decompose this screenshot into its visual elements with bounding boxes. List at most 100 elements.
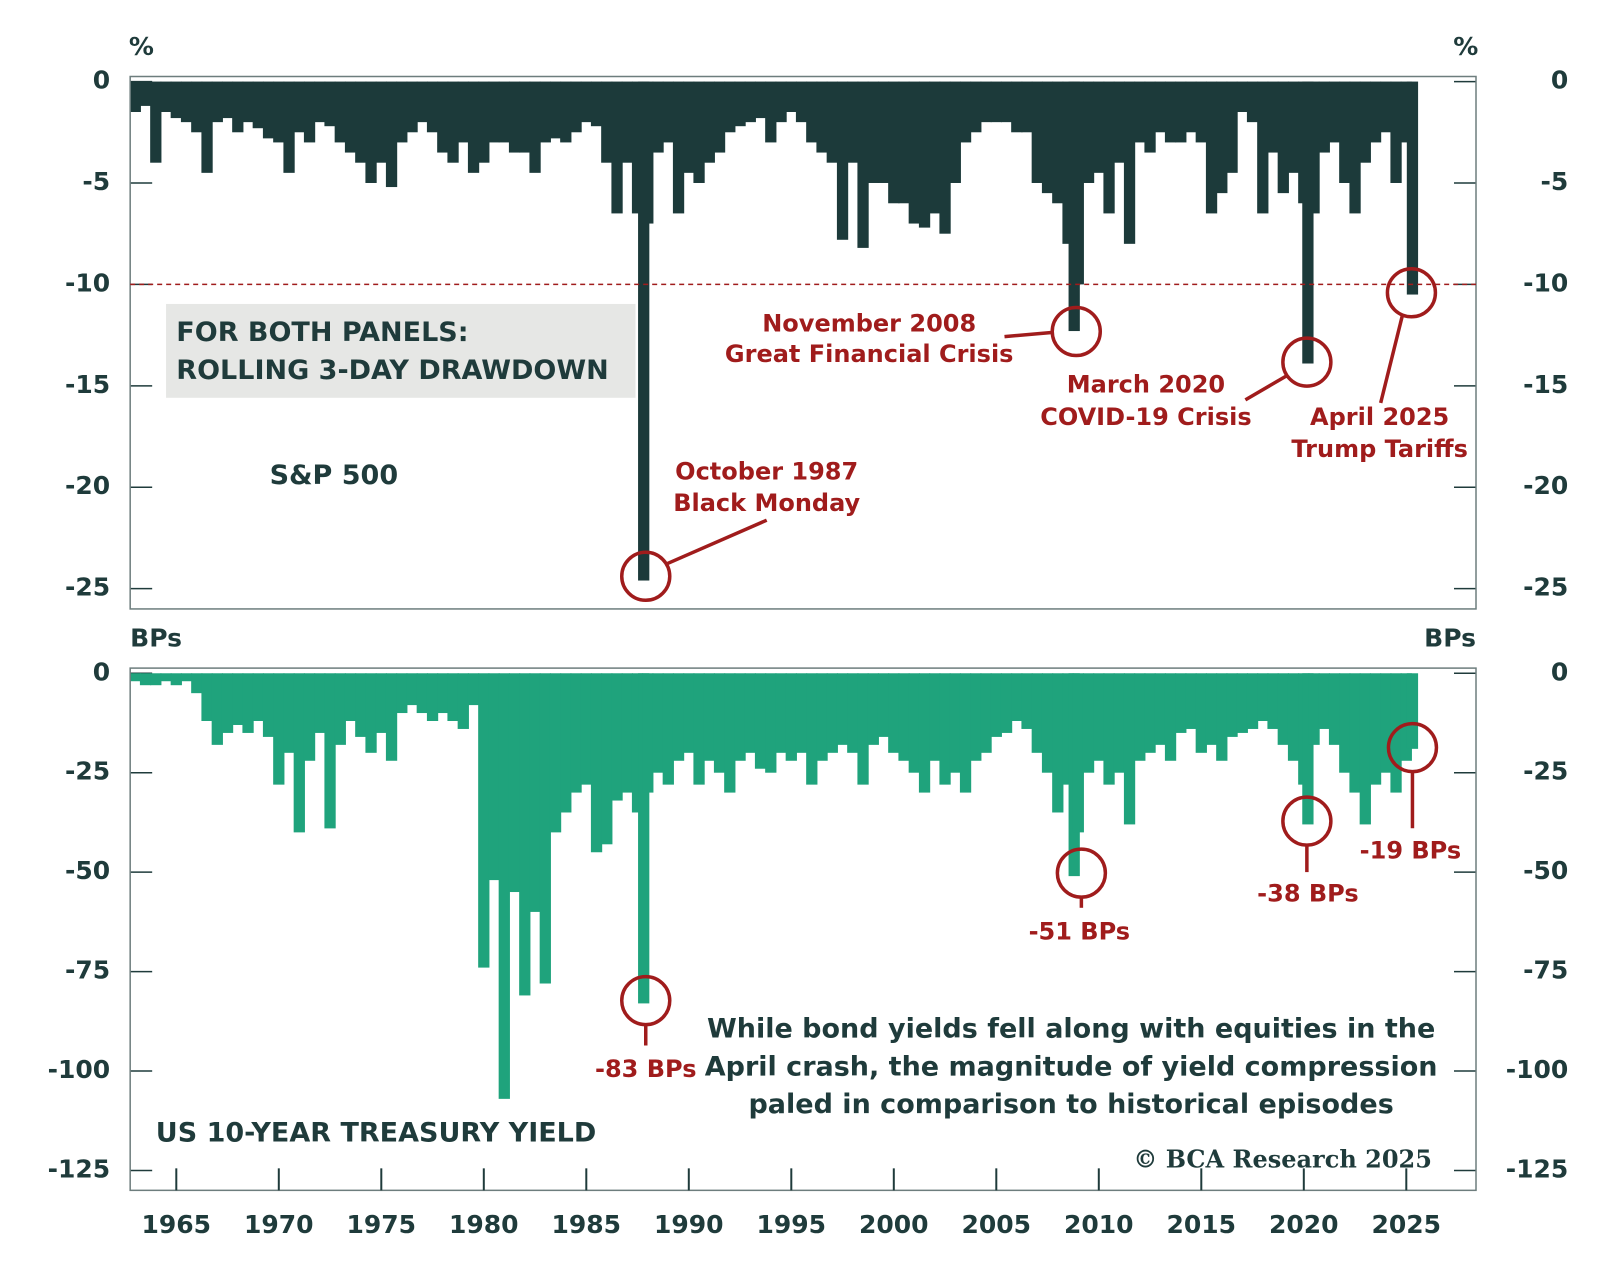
bar <box>795 81 808 123</box>
y2-tick-label: -10 <box>1523 268 1568 297</box>
bar <box>355 81 367 163</box>
bar <box>959 673 972 793</box>
bar <box>365 673 377 753</box>
bar <box>1302 81 1314 364</box>
bar <box>611 673 623 801</box>
bar <box>396 81 408 143</box>
bar <box>1277 673 1289 745</box>
bar <box>662 673 674 785</box>
bar <box>273 81 285 143</box>
annotation: March 2020 <box>1067 371 1225 399</box>
annotation: November 2008 <box>762 309 976 337</box>
x-tick-label: 2000 <box>859 1210 929 1239</box>
bar <box>857 81 869 248</box>
bar <box>1052 673 1064 813</box>
bar <box>416 81 428 123</box>
bar <box>1062 81 1074 244</box>
bar <box>467 673 480 706</box>
bar <box>970 673 982 761</box>
y2-tick-label: -20 <box>1523 471 1568 500</box>
bar <box>396 673 408 714</box>
x-tick-label: 2010 <box>1064 1210 1134 1239</box>
bar <box>713 673 726 773</box>
bar <box>1021 673 1033 729</box>
bar <box>252 81 264 129</box>
bar <box>1318 81 1330 153</box>
bar <box>836 81 849 240</box>
bar <box>1302 673 1314 825</box>
bar <box>672 673 685 761</box>
bar <box>785 673 797 761</box>
annotation: COVID-19 Crisis <box>1040 403 1251 431</box>
bar <box>703 673 715 761</box>
bar <box>150 81 162 163</box>
bar <box>1103 81 1115 214</box>
leader-line <box>1378 315 1404 404</box>
bar <box>570 81 582 133</box>
bar <box>918 81 931 228</box>
bar <box>1154 673 1166 745</box>
bar <box>457 673 469 729</box>
leader-line <box>665 518 768 566</box>
bar <box>242 673 254 733</box>
bar <box>775 673 787 753</box>
bar <box>334 673 346 745</box>
bar <box>1406 673 1419 749</box>
bar <box>1000 81 1013 123</box>
bar <box>1031 81 1043 183</box>
y-tick-label: -15 <box>65 370 110 399</box>
bar <box>303 673 316 761</box>
bar <box>283 673 295 753</box>
bar <box>1011 81 1023 133</box>
note-box <box>166 303 636 398</box>
bar <box>744 673 756 753</box>
bar <box>1287 81 1300 173</box>
bar <box>724 81 736 133</box>
bar <box>406 673 418 706</box>
bar <box>324 81 336 127</box>
bar <box>447 673 459 722</box>
y-tick-label: -10 <box>65 268 110 297</box>
bar <box>1339 81 1351 183</box>
bar <box>1093 81 1105 173</box>
bar <box>888 673 900 753</box>
bar <box>385 81 398 188</box>
bar <box>908 81 920 224</box>
bar <box>1328 673 1341 745</box>
bar <box>877 673 890 737</box>
bar <box>939 673 951 785</box>
bar <box>293 673 305 833</box>
note-text: ROLLING 3-DAY DRAWDOWN <box>176 355 608 386</box>
bar <box>1205 81 1218 214</box>
plot-frame <box>129 75 1477 610</box>
y-tick-label: -5 <box>82 167 110 196</box>
y-tick-label: -125 <box>48 1154 111 1183</box>
bar <box>211 673 223 745</box>
bar <box>406 81 418 133</box>
bar <box>795 673 808 753</box>
bar <box>1257 673 1269 722</box>
y-tick-label: -25 <box>65 757 110 786</box>
bar <box>754 673 767 769</box>
bar <box>1267 673 1279 729</box>
bar <box>1011 673 1023 722</box>
bar <box>1175 673 1187 733</box>
bar <box>344 81 357 153</box>
bar <box>1000 673 1013 733</box>
bar <box>1195 81 1207 143</box>
bar <box>867 81 879 183</box>
bar <box>1021 81 1033 133</box>
bar <box>498 673 510 1099</box>
highlight-circle <box>1281 336 1333 388</box>
bar <box>1287 673 1300 761</box>
leader-line <box>1004 330 1052 339</box>
bar <box>201 673 213 722</box>
bar <box>816 673 828 761</box>
bar <box>638 673 650 1004</box>
bar <box>1359 81 1371 163</box>
y2-tick-label: -100 <box>1506 1055 1569 1084</box>
bar <box>621 673 633 793</box>
bar <box>990 81 1002 123</box>
y-tick-label: -75 <box>65 956 110 985</box>
bar <box>180 673 193 682</box>
